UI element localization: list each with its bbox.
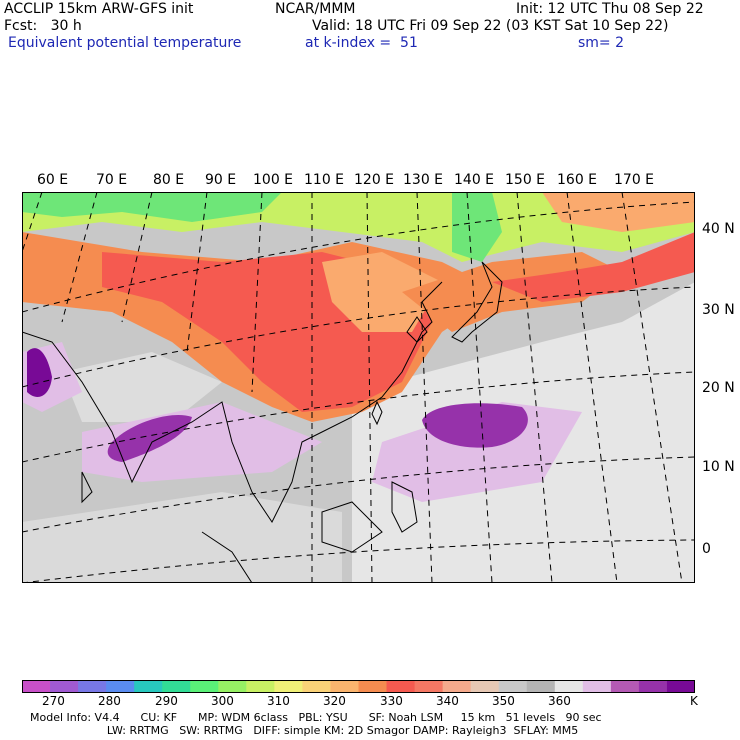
field-name: Equivalent potential temperature (8, 35, 242, 51)
lon-label: 100 E (253, 172, 294, 188)
orange-region (492, 232, 695, 302)
purple-blob (107, 414, 192, 462)
lon-label: 150 E (505, 172, 546, 188)
purple-blob (27, 348, 52, 397)
colorbar-swatch (218, 680, 247, 693)
colorbar-swatch (274, 680, 303, 693)
colorbar-swatch (498, 680, 528, 693)
colorbar-swatch (22, 680, 51, 693)
colorbar-swatch (414, 680, 444, 693)
colorbar-swatch (666, 680, 695, 693)
colorbar-tick-label: 280 (98, 694, 121, 708)
lon-label: 120 E (354, 172, 395, 188)
colorbar-swatch (246, 680, 275, 693)
colorbar-swatch (78, 680, 107, 693)
colorbar-swatch (386, 680, 416, 693)
colorbar-unit: K (690, 694, 698, 708)
lat-label: 10 N (702, 459, 735, 475)
lon-label: 60 E (37, 172, 69, 188)
colorbar-swatch (470, 680, 500, 693)
lon-label: 170 E (614, 172, 655, 188)
lon-label: 140 E (454, 172, 495, 188)
lat-label: 30 N (702, 302, 735, 318)
colorbar-swatch (330, 680, 359, 693)
colorbar-swatch (50, 680, 79, 693)
lon-label: 70 E (96, 172, 128, 188)
lon-label: 110 E (304, 172, 345, 188)
colorbar-tick-label: 340 (436, 694, 459, 708)
lat-label: 20 N (702, 380, 735, 396)
map-frame (22, 192, 695, 583)
lat-label: 40 N (702, 221, 735, 237)
purple-blob (422, 403, 528, 448)
lon-label: 160 E (557, 172, 598, 188)
lon-label: 80 E (153, 172, 185, 188)
light-grey-region (62, 352, 222, 422)
colorbar-tick-label: 270 (42, 694, 65, 708)
colorbar-tick-label: 350 (492, 694, 515, 708)
lon-label: 90 E (205, 172, 237, 188)
green-region (22, 192, 282, 222)
lat-label: 0 (702, 541, 711, 557)
colorbar-swatch (358, 680, 388, 693)
level-label: at k-index = 51 (305, 35, 418, 51)
smoothing-label: sm= 2 (578, 35, 625, 51)
colorbar-swatch (162, 680, 191, 693)
green-region (452, 192, 502, 262)
light-grey-region (22, 492, 342, 583)
colorbar-tick-label: 310 (267, 694, 290, 708)
colorbar-swatch (554, 680, 584, 693)
graticule (22, 192, 695, 583)
model-info-line2: LW: RRTMG SW: RRTMG DIFF: simple KM: 2D … (30, 724, 579, 737)
model-title: ACCLIP 15km ARW-GFS init (4, 1, 194, 17)
colorbar-swatch (302, 680, 331, 693)
colorbar-swatch (106, 680, 135, 693)
colorbar-swatch (526, 680, 556, 693)
lilac-region (372, 402, 582, 502)
colorbar-swatch (582, 680, 612, 693)
colorbar-swatch (610, 680, 640, 693)
colorbar-swatch (134, 680, 163, 693)
forecast-hour: Fcst: 30 h (4, 18, 82, 34)
theta-e-map (22, 192, 695, 583)
init-time: Init: 12 UTC Thu 08 Sep 22 (516, 1, 704, 17)
lon-label: 130 E (403, 172, 444, 188)
valid-time: Valid: 18 UTC Fri 09 Sep 22 (03 KST Sat … (312, 18, 669, 34)
colorbar-tick-label: 330 (380, 694, 403, 708)
organization-label: NCAR/MMM (275, 1, 356, 17)
model-info-line1: Model Info: V4.4 CU: KF MP: WDM 6class P… (30, 711, 602, 724)
coastlines (22, 261, 503, 583)
colorbar-tick-label: 290 (155, 694, 178, 708)
colorbar-swatch (190, 680, 219, 693)
colorbar-tick-label: 360 (548, 694, 571, 708)
colorbar-swatch (442, 680, 472, 693)
colorbar-tick-label: 320 (323, 694, 346, 708)
colorbar-swatch (638, 680, 668, 693)
orange-region (542, 192, 695, 232)
colorbar (22, 680, 695, 693)
colorbar-tick-label: 300 (211, 694, 234, 708)
